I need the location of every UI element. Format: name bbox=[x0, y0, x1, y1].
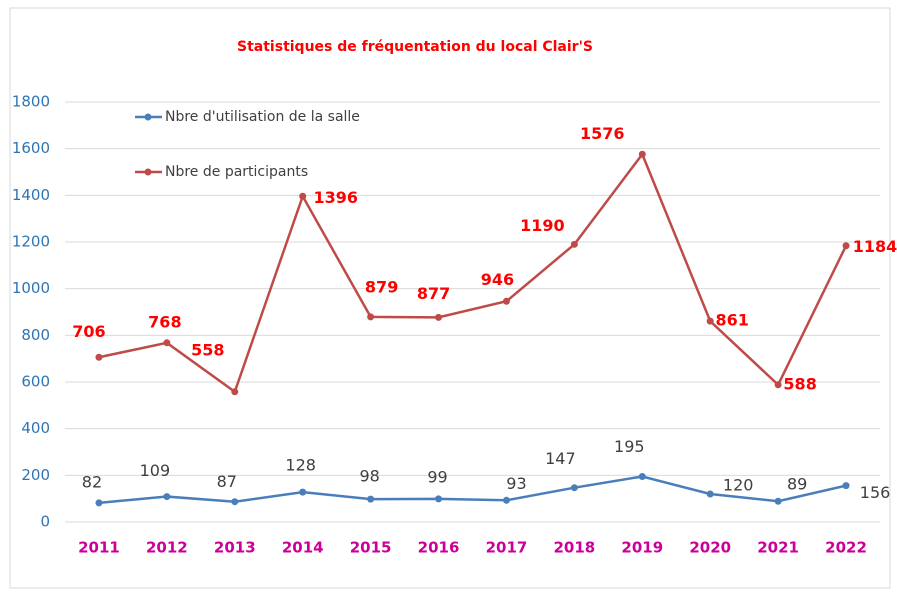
data-label: 1396 bbox=[313, 188, 358, 207]
point bbox=[570, 240, 578, 248]
chart-frame bbox=[9, 7, 891, 589]
data-label: 195 bbox=[614, 437, 645, 456]
data-label: 147 bbox=[545, 449, 576, 468]
point bbox=[706, 490, 714, 498]
point bbox=[502, 496, 510, 504]
x-tick-label: 2017 bbox=[486, 539, 528, 557]
point bbox=[435, 313, 443, 321]
y-tick-label: 600 bbox=[21, 373, 50, 391]
legend-label: Nbre de participants bbox=[165, 164, 308, 180]
chart-title: Statistiques de fréquentation du local C… bbox=[237, 39, 593, 55]
point bbox=[706, 317, 714, 325]
data-label: 109 bbox=[140, 461, 171, 480]
data-label: 87 bbox=[217, 472, 237, 491]
point bbox=[502, 297, 510, 305]
legend-marker bbox=[144, 113, 152, 121]
data-label: 1190 bbox=[520, 216, 565, 235]
point bbox=[842, 242, 850, 250]
y-tick-label: 1000 bbox=[12, 279, 50, 297]
data-label: 82 bbox=[82, 472, 102, 491]
y-tick-label: 200 bbox=[21, 466, 50, 484]
data-label: 877 bbox=[417, 284, 450, 303]
series-line bbox=[98, 151, 848, 394]
point bbox=[638, 150, 646, 158]
point bbox=[163, 339, 171, 347]
data-label: 588 bbox=[783, 374, 816, 393]
data-label: 156 bbox=[860, 483, 891, 502]
x-tick-label: 2014 bbox=[282, 539, 324, 557]
data-label: 120 bbox=[723, 476, 754, 495]
x-tick-label: 2013 bbox=[214, 539, 256, 557]
point bbox=[231, 498, 239, 506]
legend-label: Nbre d'utilisation de la salle bbox=[165, 109, 360, 125]
y-tick-label: 0 bbox=[40, 513, 50, 531]
x-tick-label: 2012 bbox=[146, 539, 188, 557]
data-label: 93 bbox=[506, 474, 526, 493]
data-label: 946 bbox=[481, 270, 514, 289]
y-tick-label: 1200 bbox=[12, 233, 50, 251]
point bbox=[163, 493, 171, 501]
data-label: 706 bbox=[72, 322, 105, 341]
point bbox=[367, 495, 375, 503]
data-label: 558 bbox=[191, 340, 224, 359]
x-tick-label: 2015 bbox=[350, 539, 392, 557]
point bbox=[95, 353, 103, 361]
x-tick-label: 2021 bbox=[757, 539, 799, 557]
point bbox=[638, 473, 646, 480]
x-tick-label: 2018 bbox=[554, 539, 596, 557]
point bbox=[842, 482, 850, 490]
y-tick-label: 800 bbox=[21, 326, 50, 344]
data-label: 89 bbox=[787, 475, 807, 494]
data-label: 879 bbox=[365, 277, 398, 296]
data-label: 768 bbox=[148, 312, 181, 331]
point bbox=[299, 488, 307, 496]
series-line bbox=[98, 475, 847, 505]
y-tick-label: 400 bbox=[21, 419, 50, 437]
point bbox=[95, 499, 103, 507]
point bbox=[367, 313, 375, 321]
legend-marker bbox=[144, 168, 152, 176]
y-tick-label: 1400 bbox=[12, 186, 50, 204]
x-tick-label: 2020 bbox=[689, 539, 731, 557]
x-tick-label: 2011 bbox=[78, 539, 120, 557]
y-tick-label: 1600 bbox=[12, 139, 50, 157]
x-tick-label: 2019 bbox=[621, 539, 663, 557]
y-tick-label: 1800 bbox=[12, 93, 50, 111]
data-label: 99 bbox=[427, 467, 447, 486]
x-tick-label: 2022 bbox=[825, 539, 867, 557]
data-label: 98 bbox=[359, 467, 379, 486]
data-label: 861 bbox=[716, 311, 749, 330]
point bbox=[435, 495, 443, 503]
point bbox=[774, 497, 782, 505]
data-label: 1184 bbox=[853, 237, 897, 256]
point bbox=[570, 484, 578, 492]
point bbox=[231, 388, 239, 396]
data-label: 128 bbox=[285, 456, 316, 475]
x-tick-label: 2016 bbox=[418, 539, 460, 557]
point bbox=[299, 192, 307, 200]
point bbox=[774, 381, 782, 389]
data-label: 1576 bbox=[580, 124, 625, 143]
